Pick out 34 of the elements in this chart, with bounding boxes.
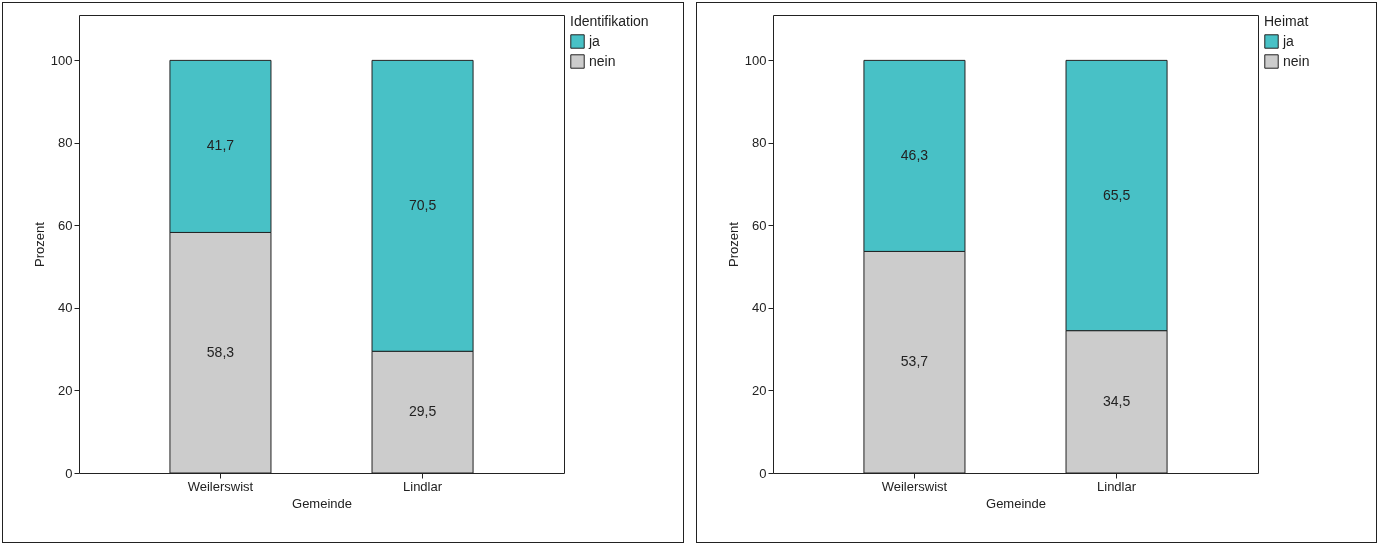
x-axis-title: Gemeinde [292,495,352,511]
x-tick-label: Lindlar [1096,478,1137,494]
data-label: 34,5 [1102,392,1130,409]
legend-title: Identifikation [570,13,649,29]
y-axis-title: Prozent [31,221,47,267]
x-tick-label: Lindlar [403,478,443,494]
data-label: 58,3 [206,343,235,360]
y-tick-label: 40 [751,300,766,316]
data-label: 29,5 [408,403,437,420]
data-label: 41,7 [206,137,235,154]
y-tick-label: 40 [58,300,73,316]
data-label: 65,5 [1102,186,1130,203]
y-axis-title: Prozent [725,221,741,267]
data-label: 53,7 [900,353,928,370]
y-tick-label: 0 [758,465,766,481]
x-tick-label: Weilerswist [881,478,948,494]
y-tick-label: 80 [58,135,73,151]
y-tick-label: 20 [751,382,766,398]
y-tick-label: 20 [58,382,73,398]
data-label: 46,3 [900,146,928,163]
legend-title: Heimat [1263,13,1308,29]
y-tick-label: 100 [744,52,766,68]
y-tick-label: 60 [751,217,766,233]
y-tick-label: 0 [65,465,73,481]
legend-label: ja [588,32,601,49]
y-tick-label: 80 [751,135,766,151]
legend-label: nein [1282,52,1309,69]
x-tick-label: Weilerswist [187,478,254,494]
y-tick-label: 100 [50,52,73,68]
legend-label: ja [1281,32,1294,49]
x-axis-title: Gemeinde [985,495,1046,511]
legend-label: nein [589,52,616,69]
y-tick-label: 60 [58,217,73,233]
data-label: 70,5 [408,196,437,213]
